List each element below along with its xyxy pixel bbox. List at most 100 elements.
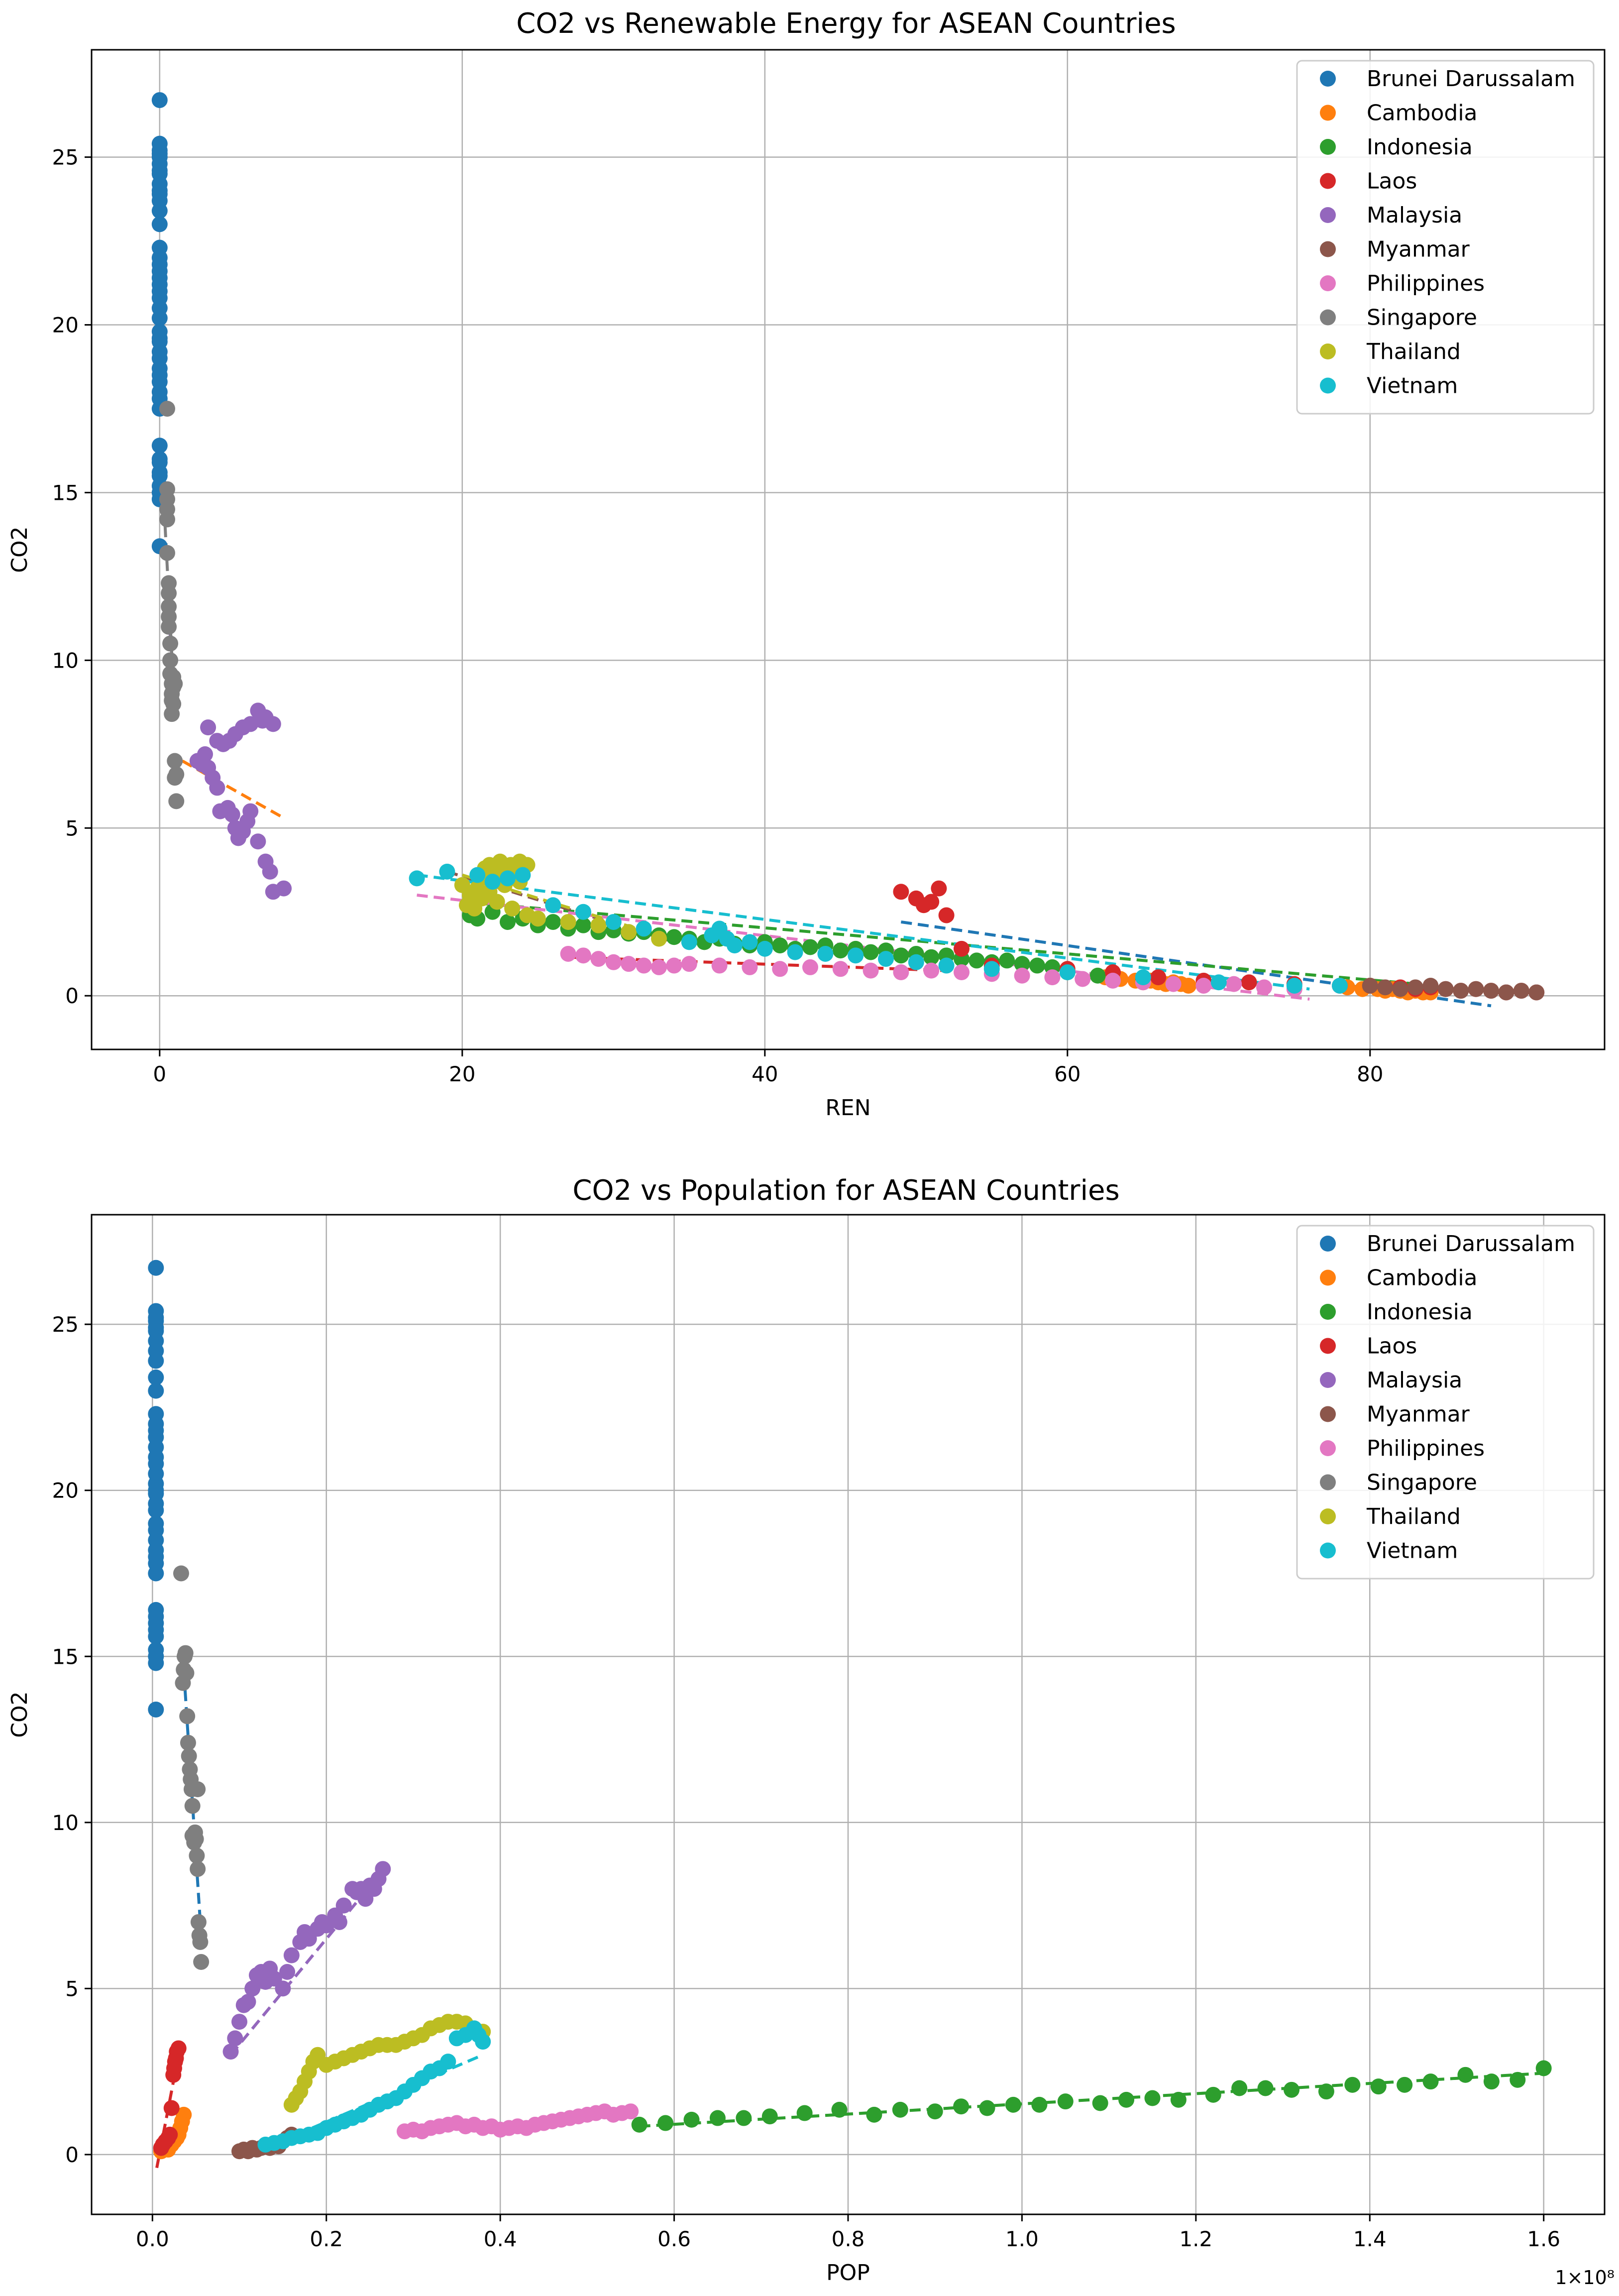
chart-ren: CO2 vs Renewable Energy for ASEAN Countr… (7, 7, 1606, 1121)
legend-label: Cambodia (1367, 101, 1478, 126)
data-point (666, 929, 682, 945)
y-axis-label: CO2 (7, 1691, 32, 1737)
data-point (209, 780, 225, 796)
data-point (530, 911, 546, 927)
data-point (193, 1953, 210, 1970)
data-point (999, 952, 1015, 969)
data-point (192, 1934, 209, 1950)
chart-title: CO2 vs Renewable Energy for ASEAN Countr… (516, 7, 1176, 40)
x-tick-label: 60 (1054, 1062, 1080, 1086)
data-point (1231, 2080, 1248, 2096)
legend-label: Brunei Darussalam (1367, 1231, 1575, 1257)
data-point (1241, 974, 1257, 991)
data-point (276, 880, 292, 897)
x-tick-label: 1.2 (1179, 2227, 1212, 2251)
data-point (162, 635, 179, 652)
data-point (151, 145, 168, 162)
legend-label: Philippines (1367, 271, 1485, 296)
data-points (148, 1260, 1552, 2160)
trend-line (181, 1656, 202, 1923)
legend-label: Vietnam (1367, 1538, 1458, 1564)
data-point (173, 1565, 189, 1582)
data-point (892, 2101, 908, 2118)
data-point (796, 2105, 813, 2121)
data-point (1092, 2095, 1108, 2111)
data-point (168, 793, 185, 809)
data-point (621, 924, 637, 940)
legend-box (1296, 1225, 1595, 1580)
x-axis-label: REN (825, 1095, 870, 1121)
data-point (545, 914, 561, 930)
data-points (151, 92, 1545, 1001)
data-point (1407, 979, 1423, 996)
data-point (1397, 2076, 1413, 2093)
x-axis-label: POP (826, 2260, 870, 2286)
legend-marker (1320, 1508, 1336, 1524)
data-point (1044, 969, 1061, 986)
data-point (162, 652, 179, 669)
data-point (148, 1382, 164, 1399)
data-point (1150, 969, 1167, 986)
data-point (275, 1980, 291, 1997)
data-point (242, 716, 259, 732)
data-point (969, 952, 985, 969)
data-point (1205, 2086, 1221, 2103)
data-point (666, 957, 682, 974)
y-tick-label: 5 (65, 1976, 79, 2001)
data-point (151, 183, 168, 199)
data-point (159, 511, 175, 528)
data-point (194, 756, 210, 773)
legend-marker (1320, 241, 1336, 257)
data-point (224, 806, 240, 823)
legend-marker (1320, 1304, 1336, 1320)
y-tick-label: 10 (52, 1811, 79, 1835)
data-point (908, 954, 924, 970)
data-point (1362, 977, 1378, 994)
data-point (1344, 2076, 1361, 2093)
data-point (1014, 967, 1030, 984)
data-point (1392, 981, 1408, 997)
legend-label: Myanmar (1367, 1402, 1470, 1427)
legend-label: Indonesia (1367, 134, 1473, 160)
data-point (636, 920, 652, 937)
trend-line (462, 900, 1476, 991)
legend-marker (1320, 1236, 1336, 1252)
data-point (159, 545, 175, 561)
data-point (244, 1980, 261, 1997)
data-point (817, 945, 834, 962)
x-tick-label: 20 (449, 1062, 475, 1086)
data-point (489, 894, 505, 910)
chart-title: CO2 vs Population for ASEAN Countries (572, 1174, 1119, 1207)
trend-line (229, 1874, 380, 2056)
y-tick-label: 10 (52, 648, 79, 673)
data-point (1318, 2083, 1334, 2100)
y-tick-label: 15 (52, 1644, 79, 1669)
data-point (283, 1947, 300, 1963)
data-point (1498, 984, 1514, 1001)
legend-marker (1320, 1406, 1336, 1422)
legend-box (1296, 60, 1595, 415)
data-point (878, 951, 894, 967)
data-point (848, 947, 864, 964)
data-point (1422, 977, 1439, 994)
data-point (231, 2014, 248, 2030)
data-point (227, 2030, 243, 2047)
data-point (631, 2116, 648, 2133)
data-point (168, 766, 185, 783)
x-tick-label: 80 (1357, 1062, 1383, 1086)
legend-label: Thailand (1366, 339, 1461, 364)
data-point (161, 585, 177, 601)
legend-marker (1320, 1474, 1336, 1491)
data-point (711, 957, 728, 974)
data-point (177, 1645, 194, 1661)
data-point (560, 945, 576, 962)
data-point (151, 360, 168, 377)
axis-ticks: 0 20 40 60 80 0 5 10 15 20 25 (52, 145, 1384, 1086)
data-point (439, 863, 455, 880)
data-point (222, 2044, 239, 2060)
data-point (190, 1861, 206, 1877)
data-point (651, 959, 667, 975)
data-point (151, 92, 168, 109)
chart-pop: CO2 vs Population for ASEAN Countries 0.… (7, 1174, 1615, 2289)
data-point (250, 833, 266, 850)
